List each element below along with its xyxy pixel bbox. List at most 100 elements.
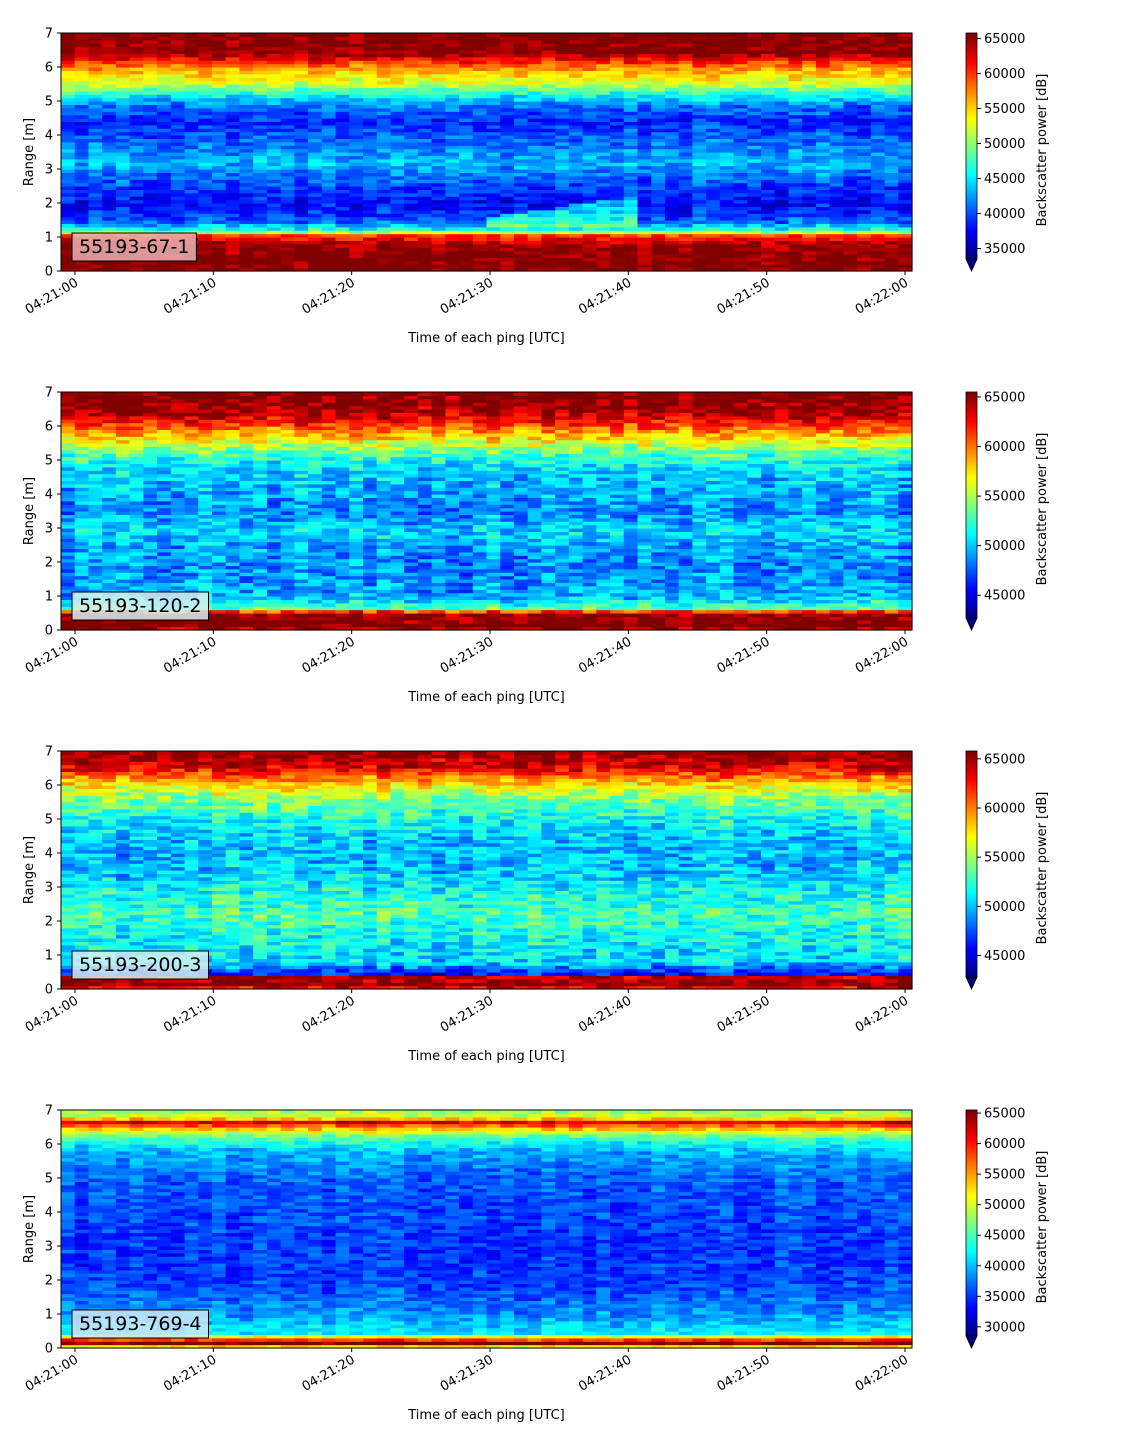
heatmap-cell bbox=[445, 43, 460, 48]
heatmap-cell bbox=[761, 223, 776, 228]
heatmap-cell bbox=[321, 264, 337, 269]
heatmap-cell bbox=[349, 186, 364, 190]
heatmap-cell bbox=[802, 46, 817, 51]
heatmap-cell bbox=[774, 124, 790, 129]
heatmap-cell bbox=[857, 77, 872, 82]
heatmap-cell bbox=[719, 104, 735, 109]
heatmap-cell bbox=[761, 53, 776, 58]
heatmap-cell bbox=[239, 233, 254, 238]
heatmap-cell bbox=[376, 223, 392, 228]
heatmap-cell bbox=[774, 60, 790, 65]
heatmap-cell bbox=[486, 196, 501, 201]
heatmap-cell bbox=[88, 524, 103, 529]
heatmap-cell bbox=[294, 121, 309, 126]
heatmap-cell bbox=[61, 226, 76, 231]
heatmap-cell bbox=[61, 616, 76, 621]
heatmap-cell bbox=[459, 182, 474, 187]
heatmap-cell bbox=[129, 179, 144, 184]
heatmap-cell bbox=[761, 199, 776, 204]
heatmap-cell bbox=[582, 73, 597, 78]
heatmap-cell bbox=[184, 56, 199, 61]
heatmap-cell bbox=[431, 254, 446, 258]
heatmap-cell bbox=[870, 192, 886, 197]
heatmap-cell bbox=[815, 128, 831, 133]
colorbar-step bbox=[966, 230, 977, 234]
heatmap-cell bbox=[774, 80, 790, 85]
heatmap-cell bbox=[555, 226, 570, 231]
heatmap-cell bbox=[664, 67, 680, 71]
heatmap-cell bbox=[527, 46, 543, 51]
heatmap-cell bbox=[637, 240, 652, 245]
heatmap-cell bbox=[678, 260, 693, 265]
heatmap-cell bbox=[102, 619, 117, 624]
heatmap-cell bbox=[253, 206, 268, 211]
heatmap-cell bbox=[815, 155, 831, 160]
heatmap-cell bbox=[829, 226, 844, 231]
heatmap-cell bbox=[390, 33, 405, 37]
heatmap-cell bbox=[321, 206, 337, 211]
heatmap-cell bbox=[788, 135, 803, 139]
colorbar-step bbox=[966, 70, 977, 74]
heatmap-cell bbox=[376, 209, 392, 214]
heatmap-cell bbox=[719, 77, 735, 82]
heatmap-cell bbox=[61, 169, 76, 173]
heatmap-cell bbox=[362, 199, 378, 204]
heatmap-cell bbox=[857, 230, 872, 235]
heatmap-cell bbox=[88, 46, 103, 51]
heatmap-cell bbox=[568, 107, 584, 112]
heatmap-cell bbox=[376, 189, 392, 194]
heatmap-cell bbox=[88, 77, 103, 82]
heatmap-cell bbox=[266, 114, 282, 119]
heatmap-cell bbox=[88, 101, 103, 105]
heatmap-cell bbox=[61, 456, 76, 461]
heatmap-cell bbox=[843, 114, 858, 119]
heatmap-cell bbox=[143, 63, 158, 68]
heatmap-cell bbox=[596, 172, 611, 177]
heatmap-cell bbox=[472, 158, 488, 163]
heatmap-cell bbox=[843, 203, 858, 207]
heatmap-cell bbox=[376, 254, 392, 258]
heatmap-cell bbox=[431, 33, 446, 37]
heatmap-cell bbox=[170, 230, 186, 235]
heatmap-cell bbox=[376, 169, 392, 173]
heatmap-cell bbox=[527, 77, 543, 82]
heatmap-cell bbox=[733, 182, 748, 187]
heatmap-cell bbox=[74, 87, 90, 92]
heatmap-cell bbox=[527, 97, 543, 102]
heatmap-cell bbox=[308, 135, 323, 139]
heatmap-cell bbox=[225, 67, 241, 71]
colorbar-step bbox=[966, 59, 977, 62]
heatmap-cell bbox=[829, 135, 844, 139]
heatmap-cell bbox=[88, 135, 103, 139]
heatmap-cell bbox=[280, 192, 295, 197]
heatmap-cell bbox=[664, 172, 680, 177]
heatmap-cell bbox=[74, 94, 90, 99]
heatmap-cell bbox=[88, 538, 103, 543]
heatmap-cell bbox=[527, 223, 543, 228]
heatmap-cell bbox=[610, 36, 625, 41]
heatmap-cell bbox=[774, 179, 790, 184]
heatmap-cell bbox=[651, 192, 666, 197]
heatmap-cell bbox=[733, 46, 748, 51]
heatmap-cell bbox=[788, 60, 803, 65]
heatmap-cell bbox=[527, 264, 543, 269]
heatmap-cell bbox=[815, 260, 831, 265]
heatmap-cell bbox=[527, 267, 543, 272]
heatmap-cell bbox=[857, 148, 872, 153]
heatmap-cell bbox=[294, 186, 309, 190]
heatmap-cell bbox=[596, 240, 611, 245]
heatmap-cell bbox=[664, 216, 680, 221]
heatmap-cell bbox=[170, 220, 186, 224]
heatmap-cell bbox=[486, 264, 501, 269]
heatmap-cell bbox=[706, 155, 721, 160]
heatmap-cell bbox=[568, 209, 584, 214]
heatmap-cell bbox=[610, 240, 625, 245]
heatmap-cell bbox=[88, 220, 103, 224]
heatmap-cell bbox=[115, 165, 131, 170]
heatmap-cell bbox=[623, 189, 639, 194]
heatmap-cell bbox=[61, 504, 76, 509]
heatmap-cell bbox=[88, 453, 103, 458]
heatmap-cell bbox=[266, 131, 282, 136]
heatmap-cell bbox=[88, 145, 103, 150]
heatmap-cell bbox=[884, 56, 899, 61]
